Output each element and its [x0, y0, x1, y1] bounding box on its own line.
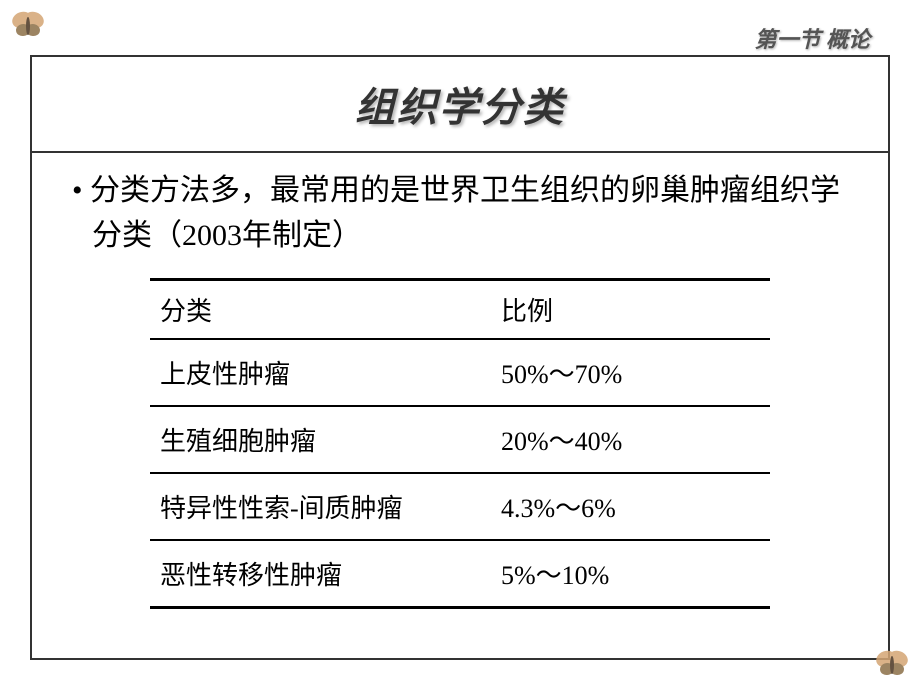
cell-category: 生殖细胞肿瘤 [150, 406, 491, 473]
classification-table: 分类 比例 上皮性肿瘤 50%～70% 生殖细胞肿瘤 20%～40% 特异性性索… [150, 278, 770, 609]
table-row: 上皮性肿瘤 50%～70% [150, 339, 770, 406]
cell-category: 上皮性肿瘤 [150, 339, 491, 406]
butterfly-decoration-bottom-right [872, 647, 912, 682]
section-header-label: 第一节 概论 [754, 22, 870, 54]
cell-ratio: 4.3%～6% [491, 473, 770, 540]
table-body: 上皮性肿瘤 50%～70% 生殖细胞肿瘤 20%～40% 特异性性索-间质肿瘤 … [150, 339, 770, 608]
table-row: 特异性性索-间质肿瘤 4.3%～6% [150, 473, 770, 540]
butterfly-decoration-top-left [8, 8, 48, 43]
bullet-description: 分类方法多，最常用的是世界卫生组织的卵巢肿瘤组织学分类（2003年制定） [72, 168, 848, 258]
table-row: 生殖细胞肿瘤 20%～40% [150, 406, 770, 473]
cell-category: 恶性转移性肿瘤 [150, 540, 491, 608]
table-header-ratio: 比例 [491, 280, 770, 340]
slide-title: 组织学分类 [32, 75, 888, 133]
table-header-category: 分类 [150, 280, 491, 340]
title-section: 组织学分类 [32, 57, 888, 153]
cell-category: 特异性性索-间质肿瘤 [150, 473, 491, 540]
table-row: 恶性转移性肿瘤 5%～10% [150, 540, 770, 608]
cell-ratio: 50%～70% [491, 339, 770, 406]
cell-ratio: 20%～40% [491, 406, 770, 473]
table-header-row: 分类 比例 [150, 280, 770, 340]
cell-ratio: 5%～10% [491, 540, 770, 608]
content-area: 分类方法多，最常用的是世界卫生组织的卵巢肿瘤组织学分类（2003年制定） 分类 … [32, 153, 888, 624]
slide-frame: 组织学分类 分类方法多，最常用的是世界卫生组织的卵巢肿瘤组织学分类（2003年制… [30, 55, 890, 660]
